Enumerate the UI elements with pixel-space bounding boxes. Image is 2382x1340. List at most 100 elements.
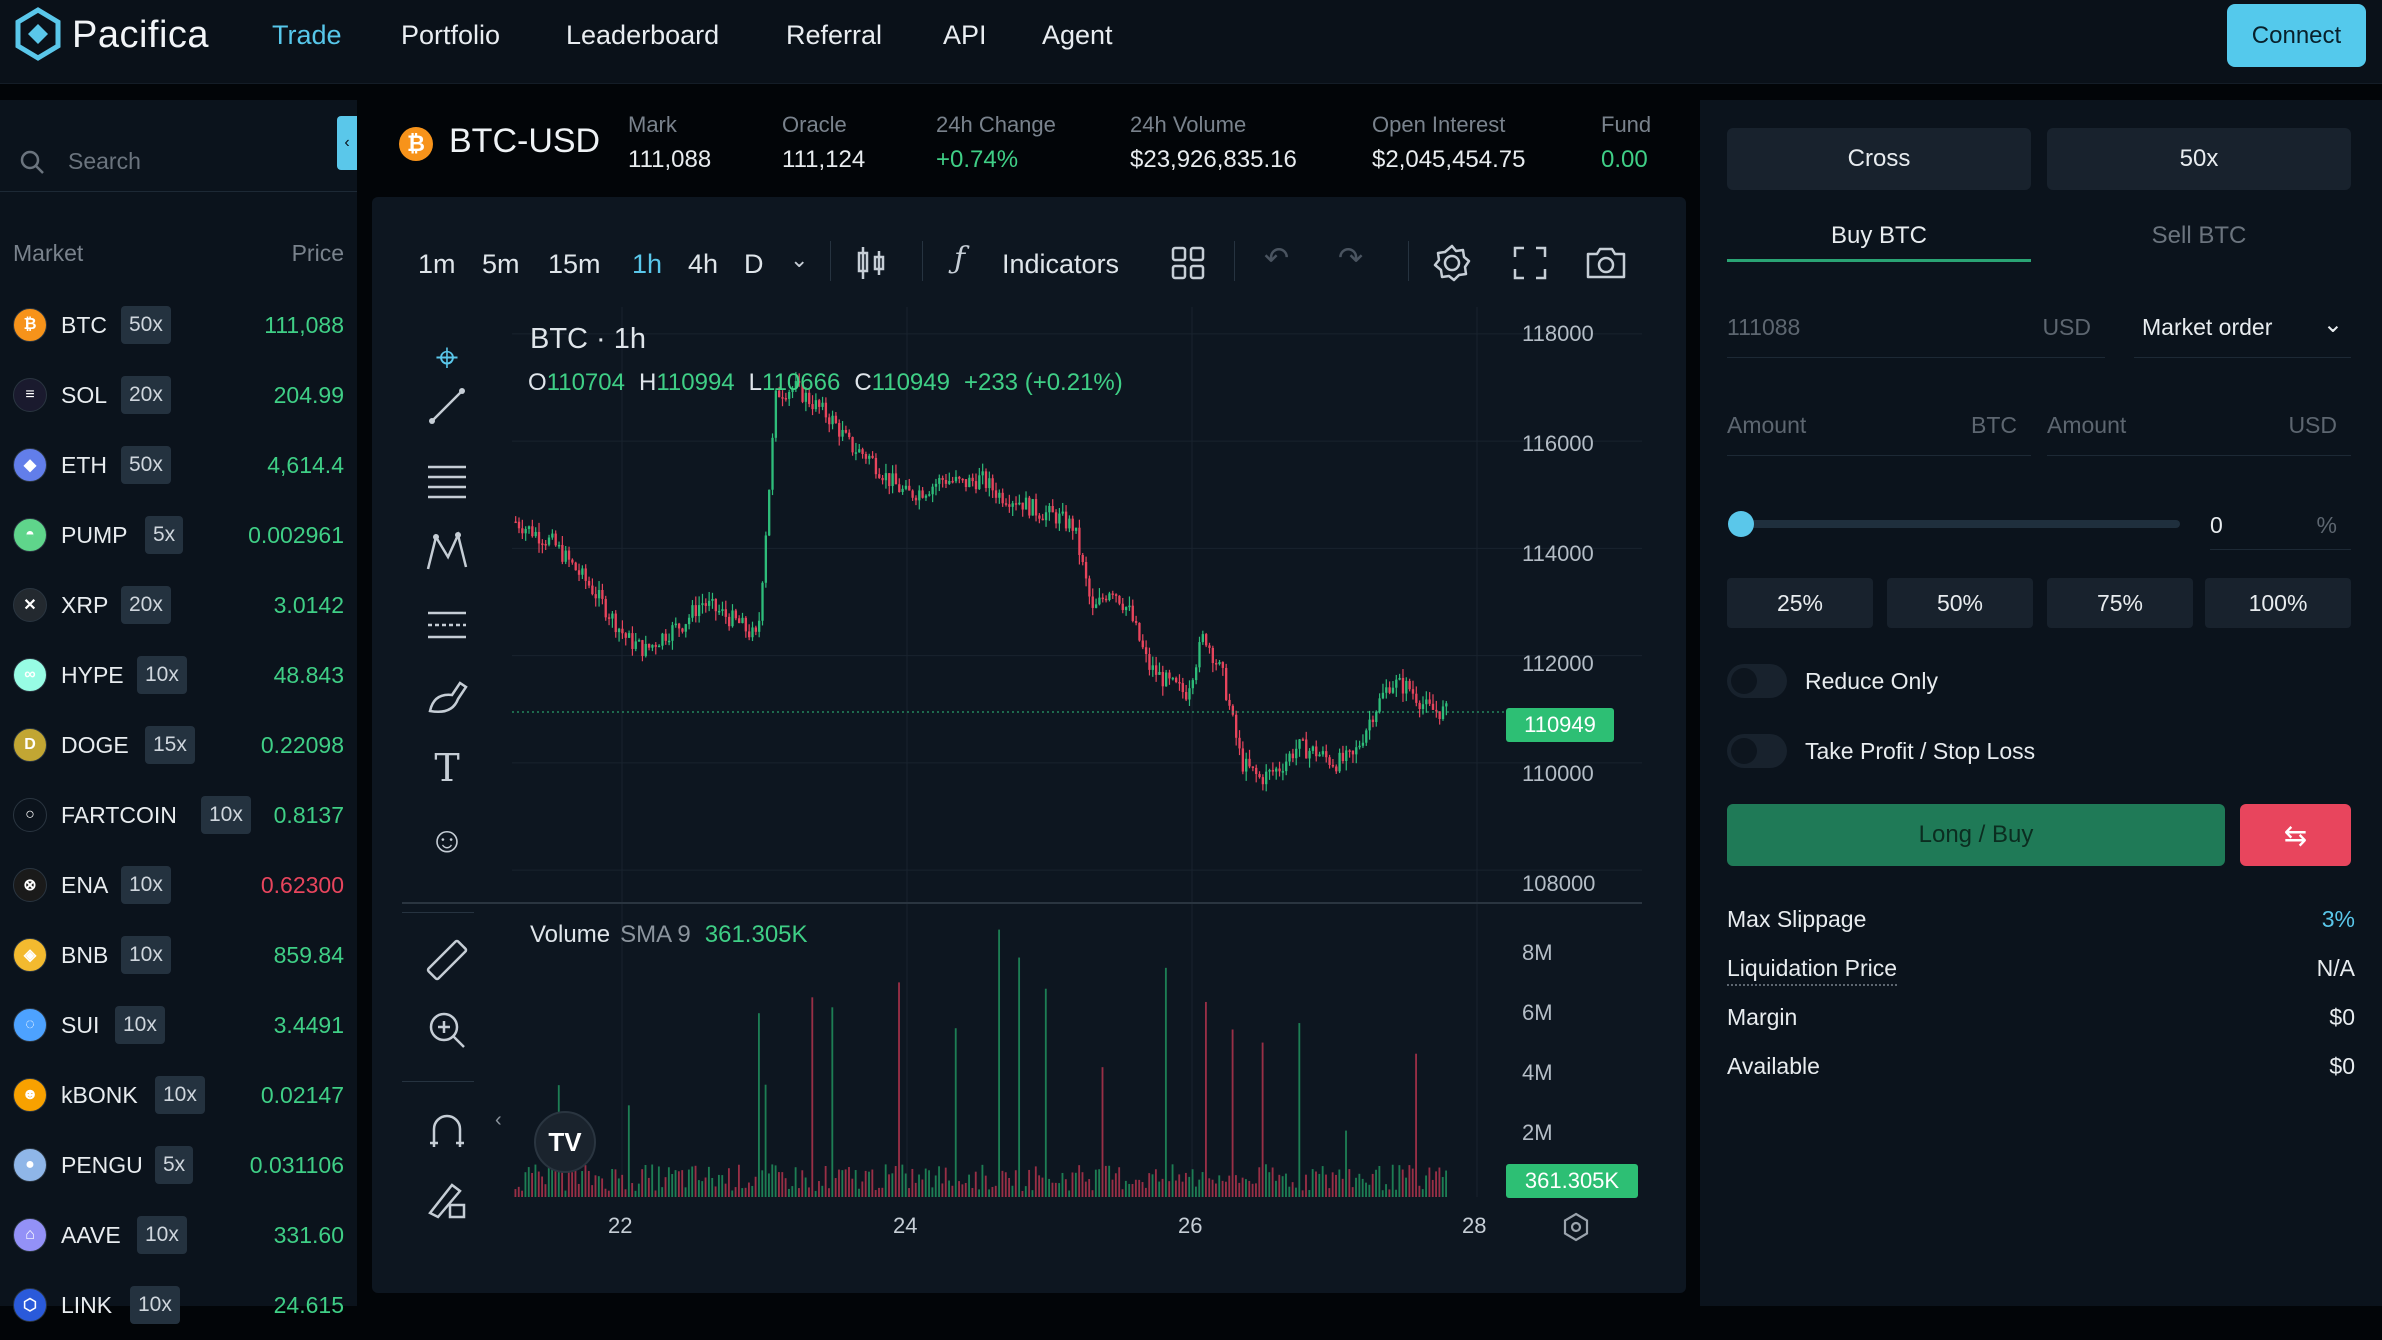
candle-body (1408, 680, 1411, 690)
emoji-tool-icon[interactable]: ☺ (428, 819, 466, 860)
pct-50-button[interactable]: 50% (1887, 578, 2033, 628)
timeframe-1m[interactable]: 1m (418, 249, 456, 279)
nav-referral[interactable]: Referral (786, 20, 883, 50)
volume-bar (864, 1170, 867, 1197)
timeframe-dropdown-icon[interactable]: ⌄ (790, 247, 809, 272)
brush-tool-icon[interactable] (422, 671, 472, 721)
timeframe-15m[interactable]: 15m (548, 249, 601, 279)
market-row-aave[interactable]: ⌂ AAVE 10x 331.60 (0, 1200, 357, 1270)
order-type-select[interactable]: Market order ⌄ (2134, 296, 2351, 358)
tradingview-logo-icon[interactable]: TV (534, 1111, 596, 1173)
redo-icon[interactable]: ↷ (1338, 242, 1364, 275)
layout-grid-icon[interactable] (1170, 245, 1206, 281)
volume-bar (921, 1179, 924, 1197)
margin-mode-button[interactable]: Cross (1727, 128, 2031, 190)
market-column-header[interactable]: Market (13, 240, 84, 266)
amount-base-input[interactable]: Amount (1727, 412, 1807, 438)
nav-trade[interactable]: Trade (272, 20, 342, 50)
search-input[interactable]: Search (68, 148, 141, 174)
candle-body (567, 550, 571, 560)
volume-bar (1181, 1181, 1184, 1197)
candle-body (1138, 622, 1141, 641)
indicators-icon[interactable]: ƒ (954, 241, 966, 276)
price-input[interactable]: 111088 (1727, 314, 1801, 340)
leverage-button[interactable]: 50x (2047, 128, 2351, 190)
market-row-pengu[interactable]: ● PENGU 5x 0.031106 (0, 1130, 357, 1200)
fullscreen-icon[interactable] (1512, 245, 1548, 281)
pct-75-button[interactable]: 75% (2047, 578, 2193, 628)
price-field[interactable]: 111088 USD (1727, 296, 2105, 358)
market-row-eth[interactable]: ◆ ETH 50x 4,614.4 (0, 430, 357, 500)
amount-base-field[interactable]: Amount BTC (1727, 394, 2031, 456)
volume-bar (1134, 1179, 1137, 1197)
market-row-sol[interactable]: ≡ SOL 20x 204.99 (0, 360, 357, 430)
volume-bar (1285, 1173, 1287, 1197)
market-row-hype[interactable]: ∞ HYPE 10x 48.843 (0, 640, 357, 710)
market-row-doge[interactable]: D DOGE 15x 0.22098 (0, 710, 357, 780)
text-tool-icon[interactable]: T (434, 746, 460, 790)
collapse-sidebar-button[interactable]: ‹ (337, 116, 357, 170)
market-row-kbonk[interactable]: ☻ kBONK 10x 0.02147 (0, 1060, 357, 1130)
buy-tab[interactable]: Buy BTC (1727, 218, 2031, 262)
market-row-btc[interactable]: ₿ BTC 50x 111,088 (0, 290, 357, 360)
zoom-in-tool-icon[interactable] (422, 1005, 472, 1055)
connect-button[interactable]: Connect (2227, 4, 2366, 67)
long-buy-button[interactable]: Long / Buy (1727, 804, 2225, 866)
amount-quote-field[interactable]: Amount USD (2047, 394, 2351, 456)
settings-icon[interactable] (1432, 243, 1472, 283)
timeframe-5m[interactable]: 5m (482, 249, 520, 279)
magnet-tool-icon[interactable] (422, 1105, 472, 1155)
volume-bar (1338, 1169, 1341, 1197)
trend-line-tool-icon[interactable] (422, 381, 472, 431)
timeframe-d[interactable]: D (744, 249, 764, 279)
lock-drawing-tool-icon[interactable] (422, 1173, 472, 1223)
collapse-tools-icon[interactable]: ‹ (495, 1109, 502, 1131)
ruler-tool-icon[interactable] (422, 935, 472, 985)
market-row-pump[interactable]: ◓ PUMP 5x 0.002961 (0, 500, 357, 570)
undo-icon[interactable]: ↶ (1264, 242, 1290, 275)
nav-portfolio[interactable]: Portfolio (401, 20, 501, 50)
reduce-only-toggle[interactable] (1727, 664, 1787, 698)
market-row-link[interactable]: ⬡ LINK 10x 24.615 (0, 1270, 357, 1340)
nav-leaderboard[interactable]: Leaderboard (566, 20, 720, 50)
ticker-symbol[interactable]: BTC-USD (449, 122, 601, 160)
pct-100-button[interactable]: 100% (2205, 578, 2351, 628)
nav-api[interactable]: API (943, 20, 987, 50)
candle-body (1328, 757, 1331, 765)
screenshot-icon[interactable] (1584, 245, 1628, 281)
candle-body (1355, 747, 1358, 755)
candle-body (821, 402, 824, 407)
chevron-down-icon: ⌄ (2322, 311, 2343, 338)
amount-quote-input[interactable]: Amount (2047, 412, 2127, 438)
crosshair-tool-icon[interactable]: ⌖ (435, 335, 459, 380)
pattern-tool-icon[interactable] (422, 527, 472, 577)
slider-value-field[interactable]: 0 % (2210, 500, 2351, 550)
market-row-bnb[interactable]: ◈ BNB 10x 859.84 (0, 920, 357, 990)
sell-tab[interactable]: Sell BTC (2151, 222, 2247, 249)
pct-25-button[interactable]: 25% (1727, 578, 1873, 628)
timeframe-4h[interactable]: 4h (688, 249, 719, 279)
size-slider-handle[interactable] (1728, 511, 1754, 537)
nav-agent[interactable]: Agent (1042, 20, 1113, 50)
fib-tool-icon[interactable] (422, 455, 472, 505)
candle-body (941, 477, 944, 480)
max-slippage-value[interactable]: 3% (2321, 906, 2355, 932)
slider-value[interactable]: 0 (2210, 512, 2223, 538)
price-column-header[interactable]: Price (291, 240, 344, 266)
size-slider-track[interactable] (1740, 520, 2180, 528)
market-row-ena[interactable]: ⊗ ENA 10x 0.62300 (0, 850, 357, 920)
market-row-fartcoin[interactable]: ○ FARTCOIN 10x 0.8137 (0, 780, 357, 850)
timeframe-1h[interactable]: 1h (632, 249, 663, 279)
prediction-tool-icon[interactable] (422, 599, 472, 649)
search-bar[interactable]: Search (0, 130, 357, 192)
swap-icon[interactable]: ⇆ (2240, 804, 2351, 866)
chart-settings-icon[interactable] (1560, 1211, 1592, 1243)
brand-name[interactable]: Pacifica (72, 14, 210, 56)
indicators-button[interactable]: Indicators (1002, 249, 1120, 279)
price-chart[interactable] (372, 197, 1686, 1293)
market-row-xrp[interactable]: ✕ XRP 20x 3.0142 (0, 570, 357, 640)
candle-body (524, 528, 527, 534)
market-row-sui[interactable]: ◌ SUI 10x 3.4491 (0, 990, 357, 1060)
tp-sl-toggle[interactable] (1727, 734, 1787, 768)
candle-type-icon[interactable] (854, 243, 888, 283)
